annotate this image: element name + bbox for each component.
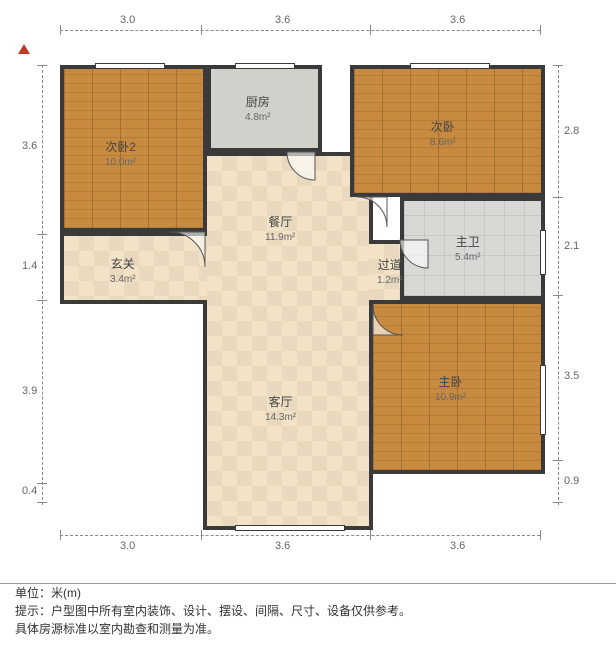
label-corridor: 过道1.2m² xyxy=(377,258,403,287)
dim-bot-2: 3.6 xyxy=(275,540,290,552)
dim-top-1: 3.0 xyxy=(120,14,135,26)
window-bath xyxy=(540,230,546,275)
floor-plan: 3.0 3.6 3.6 3.0 3.6 3.6 3.6 1.4 3.9 0.4 … xyxy=(40,30,580,580)
label-master: 主卧10.9m² xyxy=(435,375,466,404)
label-foyer: 玄关3.4m² xyxy=(110,257,136,286)
dim-left-3: 3.9 xyxy=(22,385,37,397)
dim-right-1: 2.8 xyxy=(564,125,579,137)
dim-bot-3: 3.6 xyxy=(450,540,465,552)
dim-left-4: 0.4 xyxy=(22,485,37,497)
dim-right-2: 2.1 xyxy=(564,240,579,252)
window-b2 xyxy=(95,63,165,69)
window-kitchen xyxy=(235,63,295,69)
doors xyxy=(60,65,545,530)
dim-right-3: 3.5 xyxy=(564,370,579,382)
label-bedroom2: 次卧210.0m² xyxy=(105,140,136,169)
north-marker xyxy=(18,44,30,54)
label-dining: 餐厅11.9m² xyxy=(265,215,295,244)
dim-left-2: 1.4 xyxy=(22,260,37,272)
rooms-layer: 次卧210.0m² 厨房4.8m² 次卧8.6m² 餐厅11.9m² 玄关3.4… xyxy=(60,65,540,505)
dim-bot-1: 3.0 xyxy=(120,540,135,552)
label-bedroom-s: 次卧8.6m² xyxy=(430,120,456,149)
window-master xyxy=(540,365,546,435)
label-bathroom: 主卫5.4m² xyxy=(455,235,481,264)
dim-top-3: 3.6 xyxy=(450,14,465,26)
footer-line1: 单位：米(m) xyxy=(15,584,411,602)
footer-text: 单位：米(m) 提示：户型图中所有室内装饰、设计、摆设、间隔、尺寸、设备仅供参考… xyxy=(15,584,411,638)
label-living: 客厅14.3m² xyxy=(265,395,296,424)
dim-right-4: 0.9 xyxy=(564,475,579,487)
dim-top-2: 3.6 xyxy=(275,14,290,26)
window-living xyxy=(235,525,345,531)
footer-line3: 具体房源标准以室内勘查和测量为准。 xyxy=(15,620,411,638)
window-bs xyxy=(410,63,490,69)
dim-left-1: 3.6 xyxy=(22,140,37,152)
footer-line2: 提示：户型图中所有室内装饰、设计、摆设、间隔、尺寸、设备仅供参考。 xyxy=(15,602,411,620)
label-kitchen: 厨房4.8m² xyxy=(245,95,271,124)
